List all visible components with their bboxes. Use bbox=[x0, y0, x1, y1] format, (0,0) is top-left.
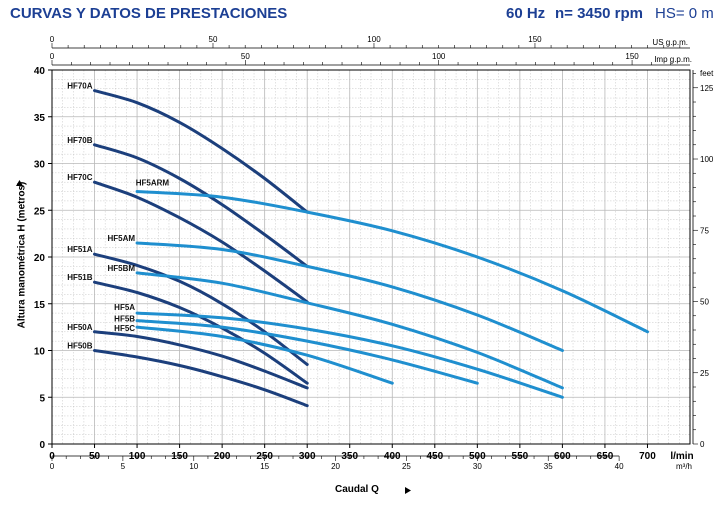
chart-series-labels: HF70A HF70B HF70C HF51A HF51B HF50A HF50B HF5AR… bbox=[67, 82, 169, 351]
y-axis-label: Altura manométrica H (metros) bbox=[16, 181, 28, 329]
series-line-hf50b bbox=[93, 349, 309, 408]
series-line-hf5bm bbox=[135, 271, 564, 390]
series-label-hf5arm: HF5ARM bbox=[136, 179, 170, 188]
m3h-tick-label: 5 bbox=[121, 462, 126, 471]
y-tick-label: 15 bbox=[34, 300, 46, 311]
feet-tick-label: 75 bbox=[700, 226, 709, 235]
series-label-hf70b: HF70B bbox=[67, 136, 93, 145]
series-line-hf5am bbox=[135, 241, 564, 352]
y-tick-label: 20 bbox=[34, 253, 46, 264]
feet-unit-label: feet bbox=[700, 69, 714, 78]
speed-label: n= 3450 rpm bbox=[555, 5, 643, 22]
x-unit-label: l/min bbox=[670, 451, 693, 462]
series-line-hf50a bbox=[93, 330, 309, 390]
m3h-tick-label: 30 bbox=[473, 462, 482, 471]
imp-gpm-tick-label: 100 bbox=[432, 52, 446, 61]
page-title: CURVAS Y DATOS DE PRESTACIONES bbox=[10, 5, 288, 22]
feet-tick-label: 25 bbox=[700, 369, 709, 378]
y-tick-label: 0 bbox=[39, 440, 45, 451]
us-gpm-tick-label: 150 bbox=[528, 35, 542, 44]
y-tick-label: 5 bbox=[39, 393, 45, 404]
series-label-hf5bm: HF5BM bbox=[108, 264, 136, 273]
series-line-hf5a bbox=[135, 311, 564, 399]
m3h-unit-label: m³/h bbox=[676, 462, 692, 471]
imp-gpm-tick-label: 50 bbox=[241, 52, 250, 61]
y-tick-label: 35 bbox=[34, 113, 46, 124]
imp-gpm-tick-label: 0 bbox=[50, 52, 55, 61]
frequency-label: 60 Hz bbox=[506, 5, 546, 22]
us-gpm-tick-label: 0 bbox=[50, 35, 55, 44]
us-gpm-unit-label: US g.p.m. bbox=[652, 38, 688, 47]
series-label-hf70a: HF70A bbox=[67, 82, 93, 91]
m3h-tick-label: 20 bbox=[331, 462, 340, 471]
feet-tick-label: 125 bbox=[700, 84, 714, 93]
series-label-hf50b: HF50B bbox=[67, 342, 93, 351]
y-tick-label: 25 bbox=[34, 206, 46, 217]
series-label-hf51b: HF51B bbox=[67, 273, 93, 282]
m3h-tick-label: 10 bbox=[189, 462, 198, 471]
imp-gpm-unit-label: Imp g.p.m. bbox=[654, 55, 692, 64]
chart-grid bbox=[51, 69, 691, 445]
feet-tick-label: 100 bbox=[700, 155, 714, 164]
x-tick-label: 700 bbox=[639, 451, 656, 462]
x-axis-label: Caudal Q bbox=[335, 484, 379, 495]
y-tick-label: 10 bbox=[34, 347, 46, 358]
m3h-tick-label: 40 bbox=[615, 462, 624, 471]
feet-tick-label: 50 bbox=[700, 298, 709, 307]
series-label-hf5c: HF5C bbox=[114, 324, 135, 333]
series-line-hf70c bbox=[93, 180, 309, 304]
m3h-tick-label: 25 bbox=[402, 462, 411, 471]
chart-series bbox=[93, 89, 649, 408]
chart-axes: 0 50 100 150 200 250 300 350 400 450 500 550 600 650 7… bbox=[16, 35, 714, 494]
series-line-hf5c bbox=[135, 325, 394, 385]
m3h-tick-label: 0 bbox=[50, 462, 55, 471]
m3h-tick-label: 35 bbox=[544, 462, 553, 471]
series-label-hf5a: HF5A bbox=[114, 303, 135, 312]
y-tick-label: 30 bbox=[34, 160, 46, 171]
series-line-hf5arm bbox=[135, 190, 649, 334]
imp-gpm-tick-label: 150 bbox=[625, 52, 639, 61]
series-line-hf5b bbox=[135, 319, 479, 385]
series-line-hf70b bbox=[93, 143, 309, 268]
series-label-hf50a: HF50A bbox=[67, 323, 93, 332]
feet-tick-label: 0 bbox=[700, 440, 705, 449]
series-label-hf51a: HF51A bbox=[67, 245, 93, 254]
m3h-tick-label: 15 bbox=[260, 462, 269, 471]
suction-height-label: HS= 0 m bbox=[655, 5, 714, 22]
y-tick-label: 40 bbox=[34, 66, 46, 77]
series-label-hf5am: HF5AM bbox=[108, 234, 136, 243]
series-label-hf70c: HF70C bbox=[67, 173, 93, 182]
y-axis-arrow-icon bbox=[16, 180, 23, 186]
us-gpm-tick-label: 50 bbox=[209, 35, 218, 44]
series-line-hf70a bbox=[93, 89, 309, 214]
x-axis-arrow-icon bbox=[405, 487, 411, 494]
us-gpm-tick-label: 100 bbox=[367, 35, 381, 44]
series-label-hf5b: HF5B bbox=[114, 315, 135, 324]
